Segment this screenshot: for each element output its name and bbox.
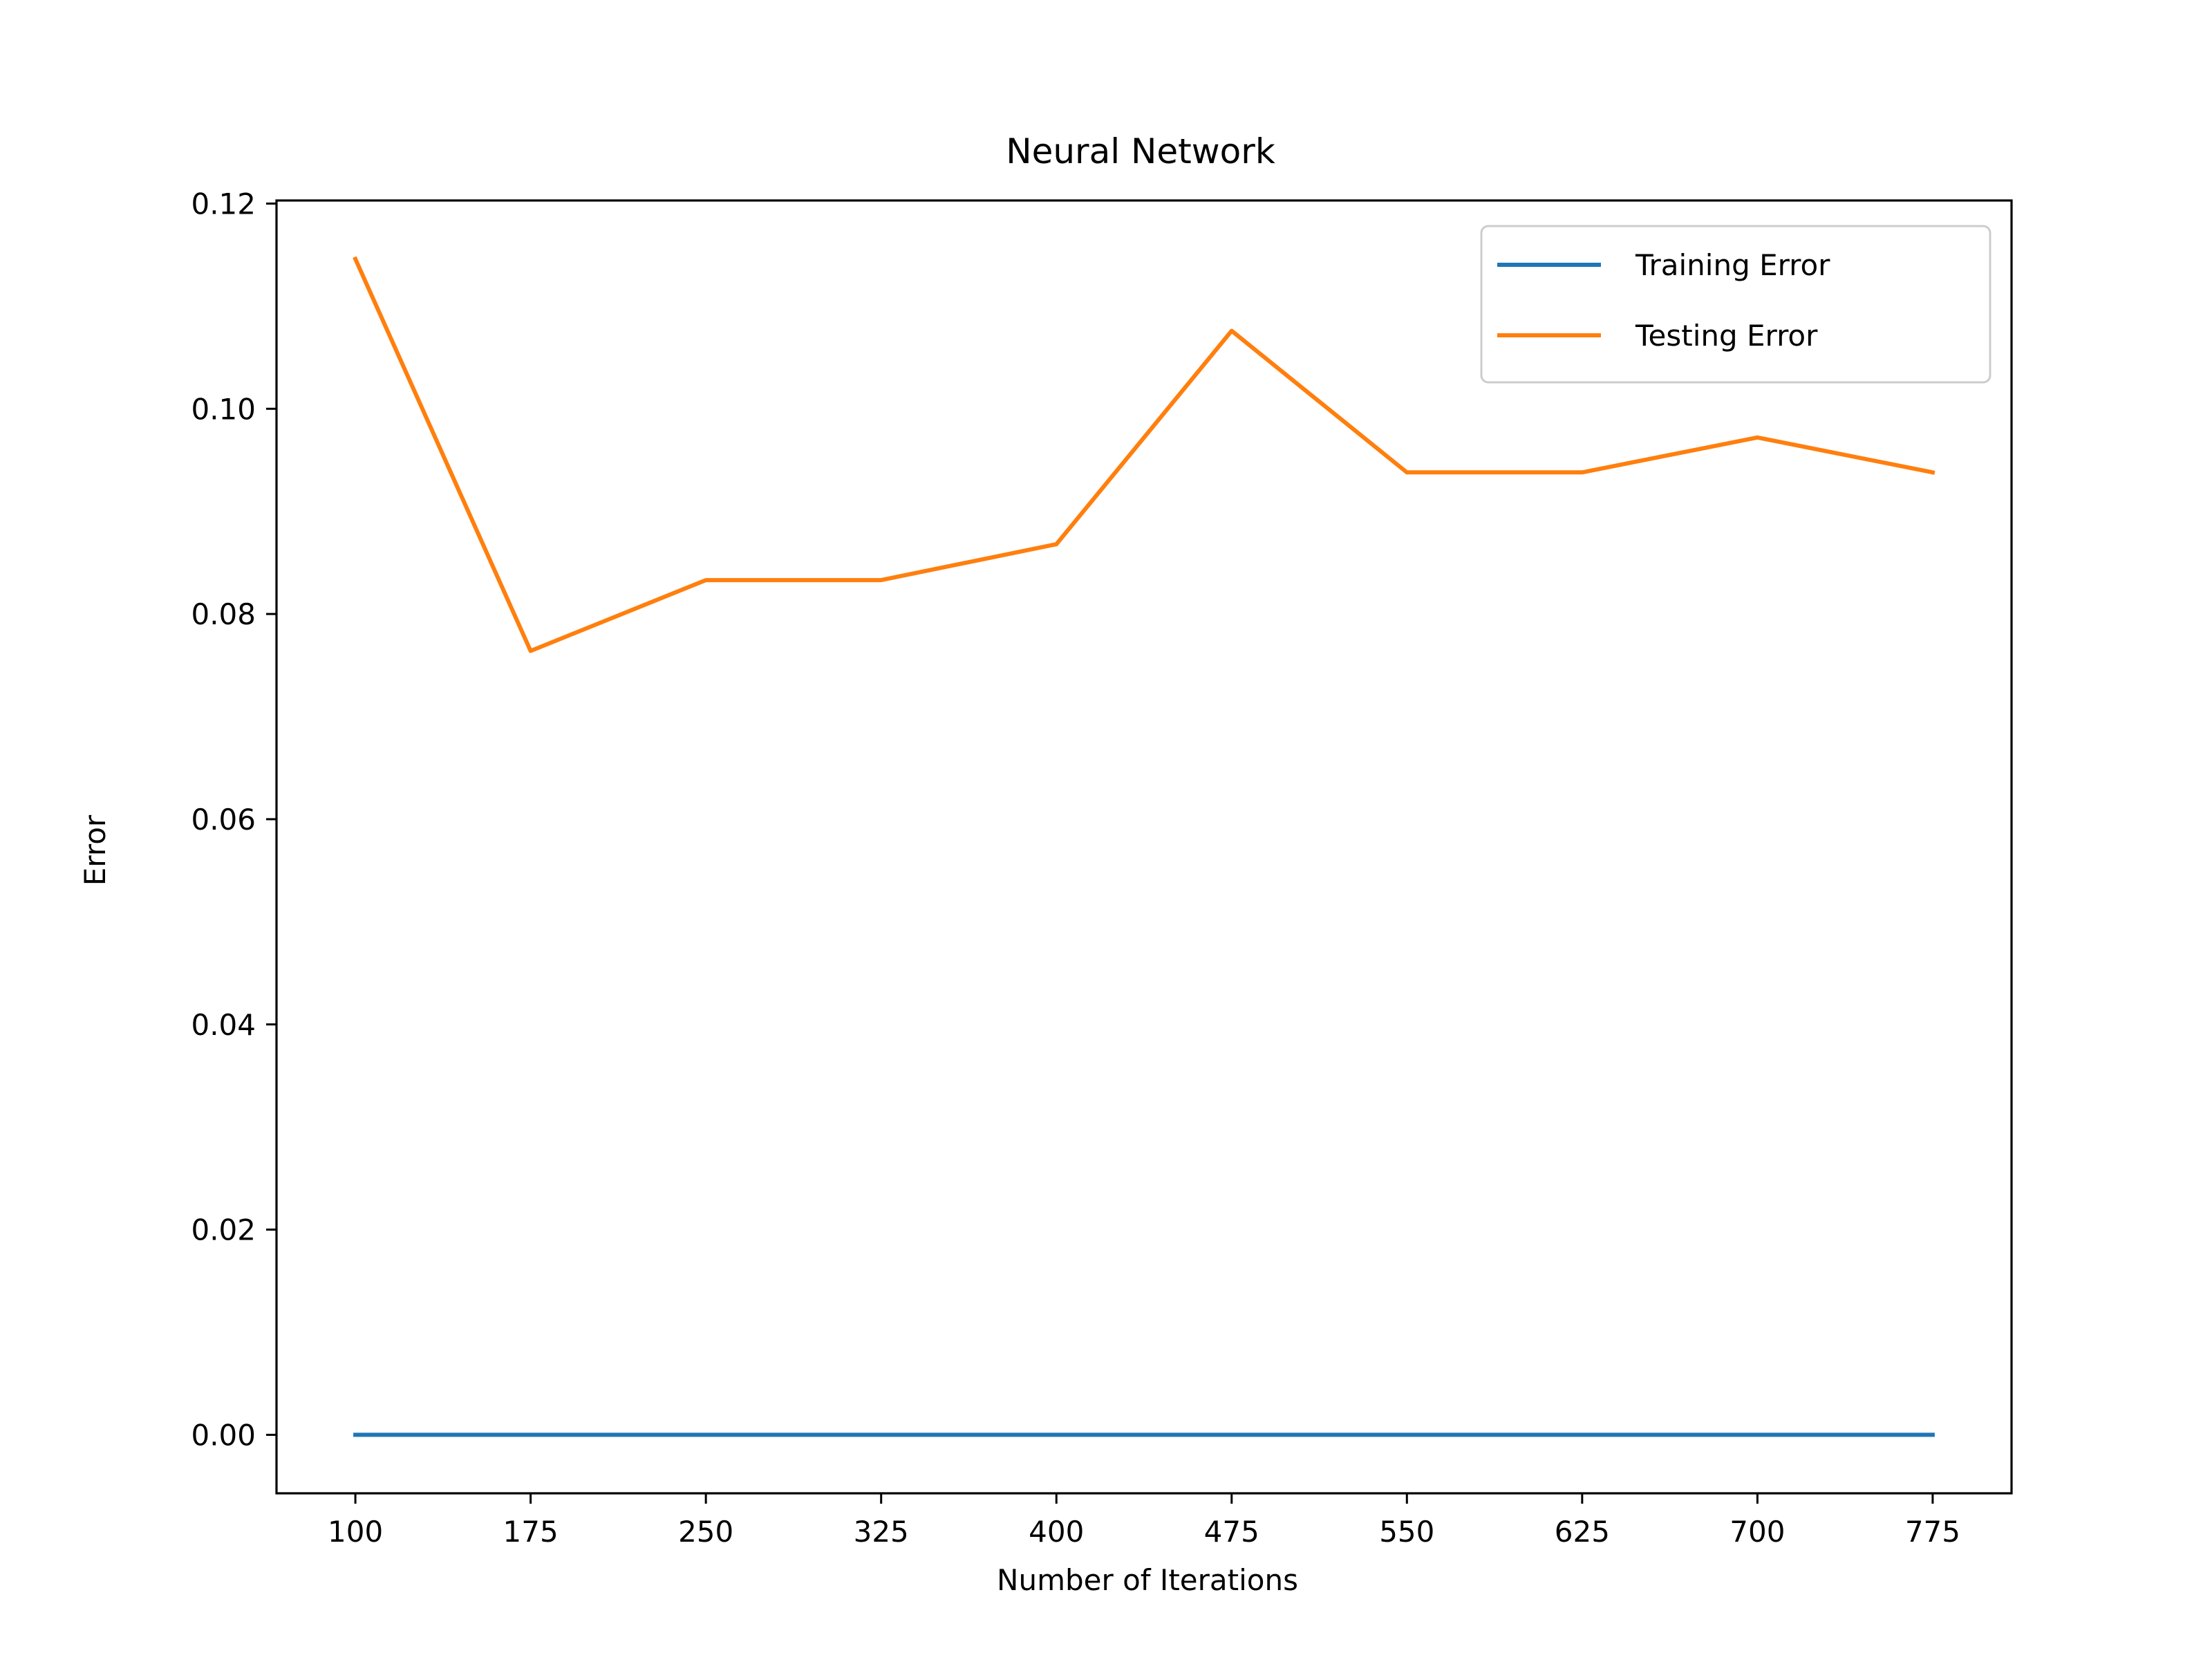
series-layer [353, 256, 1936, 1437]
y-axis-label: Error [78, 814, 112, 886]
x-axis-label: Number of Iterations [997, 1563, 1298, 1597]
y-tick-label: 0.04 [191, 1008, 256, 1042]
y-tick-label: 0.12 [191, 187, 256, 221]
y-tick-label: 0.10 [191, 392, 256, 426]
x-tick-label: 325 [854, 1515, 909, 1549]
x-tick-label: 475 [1204, 1515, 1259, 1549]
y-tick-label: 0.06 [191, 803, 256, 837]
x-tick-label: 100 [328, 1515, 383, 1549]
y-axis-ticks: 0.00 0.02 0.04 0.06 0.08 0.10 0.12 [191, 187, 276, 1452]
series-line-testing-error [353, 256, 1936, 653]
legend-label-training-error: Training Error [1635, 248, 1830, 282]
x-tick-label: 400 [1029, 1515, 1084, 1549]
x-tick-label: 775 [1905, 1515, 1960, 1549]
y-tick-label: 0.08 [191, 597, 256, 631]
chart-title: Neural Network [1006, 131, 1275, 171]
y-tick-label: 0.02 [191, 1213, 256, 1247]
x-axis-ticks: 100 175 250 325 400 475 550 625 700 775 [328, 1493, 1960, 1549]
x-tick-label: 250 [678, 1515, 733, 1549]
legend-box [1480, 225, 1991, 384]
x-tick-label: 700 [1730, 1515, 1785, 1549]
plot-area-frame [275, 199, 2013, 1495]
x-tick-label: 175 [503, 1515, 559, 1549]
x-tick-label: 550 [1379, 1515, 1434, 1549]
y-tick-label: 0.00 [191, 1418, 256, 1452]
x-tick-label: 625 [1555, 1515, 1610, 1549]
legend-label-testing-error: Testing Error [1635, 319, 1818, 353]
legend: Training Error Testing Error [1480, 225, 1991, 384]
